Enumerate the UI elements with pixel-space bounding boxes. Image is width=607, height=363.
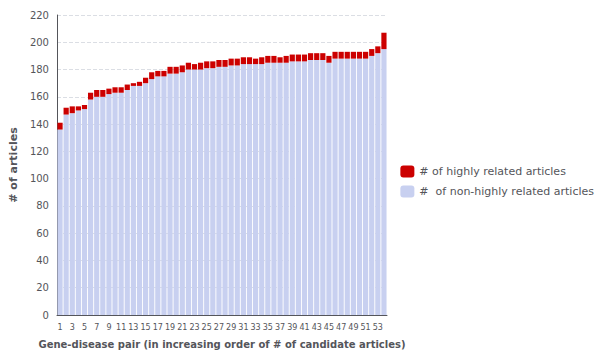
svg-text:23: 23 <box>189 323 199 332</box>
svg-text:Gene-disease pair (in increasi: Gene-disease pair (in increasing order o… <box>38 339 405 350</box>
svg-text:45: 45 <box>324 323 334 332</box>
svg-text:41: 41 <box>299 323 309 332</box>
svg-text:33: 33 <box>251 323 261 332</box>
svg-text:43: 43 <box>312 323 322 332</box>
svg-text:49: 49 <box>348 323 358 332</box>
svg-text:20: 20 <box>36 282 49 293</box>
svg-text:120: 120 <box>30 146 49 157</box>
svg-text:200: 200 <box>30 37 49 48</box>
svg-text:19: 19 <box>165 323 175 332</box>
svg-text:15: 15 <box>141 323 151 332</box>
svg-text:27: 27 <box>214 323 224 332</box>
svg-text:51: 51 <box>361 323 371 332</box>
svg-text:1: 1 <box>57 323 62 332</box>
svg-text:100: 100 <box>30 173 49 184</box>
svg-text:13: 13 <box>128 323 138 332</box>
svg-text:37: 37 <box>275 323 285 332</box>
svg-text:21: 21 <box>177 323 187 332</box>
svg-text:39: 39 <box>287 323 297 332</box>
svg-text:80: 80 <box>36 200 49 211</box>
svg-text:9: 9 <box>106 323 111 332</box>
svg-text:47: 47 <box>336 323 346 332</box>
svg-text:60: 60 <box>36 228 49 239</box>
svg-text:53: 53 <box>373 323 383 332</box>
svg-text:0: 0 <box>43 310 49 321</box>
svg-text:29: 29 <box>226 323 236 332</box>
svg-text:17: 17 <box>153 323 163 332</box>
svg-text:# of articles: # of articles <box>7 127 20 203</box>
svg-text:3: 3 <box>70 323 75 332</box>
svg-text:# of non-highly related artic: # of non-highly related articles <box>419 185 594 198</box>
svg-text:140: 140 <box>30 119 49 130</box>
svg-text:25: 25 <box>202 323 212 332</box>
svg-text:180: 180 <box>30 64 49 75</box>
svg-text:40: 40 <box>36 255 49 266</box>
svg-text:160: 160 <box>30 91 49 102</box>
svg-text:31: 31 <box>238 323 248 332</box>
svg-text:35: 35 <box>263 323 273 332</box>
svg-text:220: 220 <box>30 10 49 21</box>
svg-text:7: 7 <box>94 323 99 332</box>
svg-text:# of highly related articles: # of highly related articles <box>419 165 566 178</box>
svg-text:5: 5 <box>82 323 87 332</box>
svg-text:11: 11 <box>116 323 126 332</box>
